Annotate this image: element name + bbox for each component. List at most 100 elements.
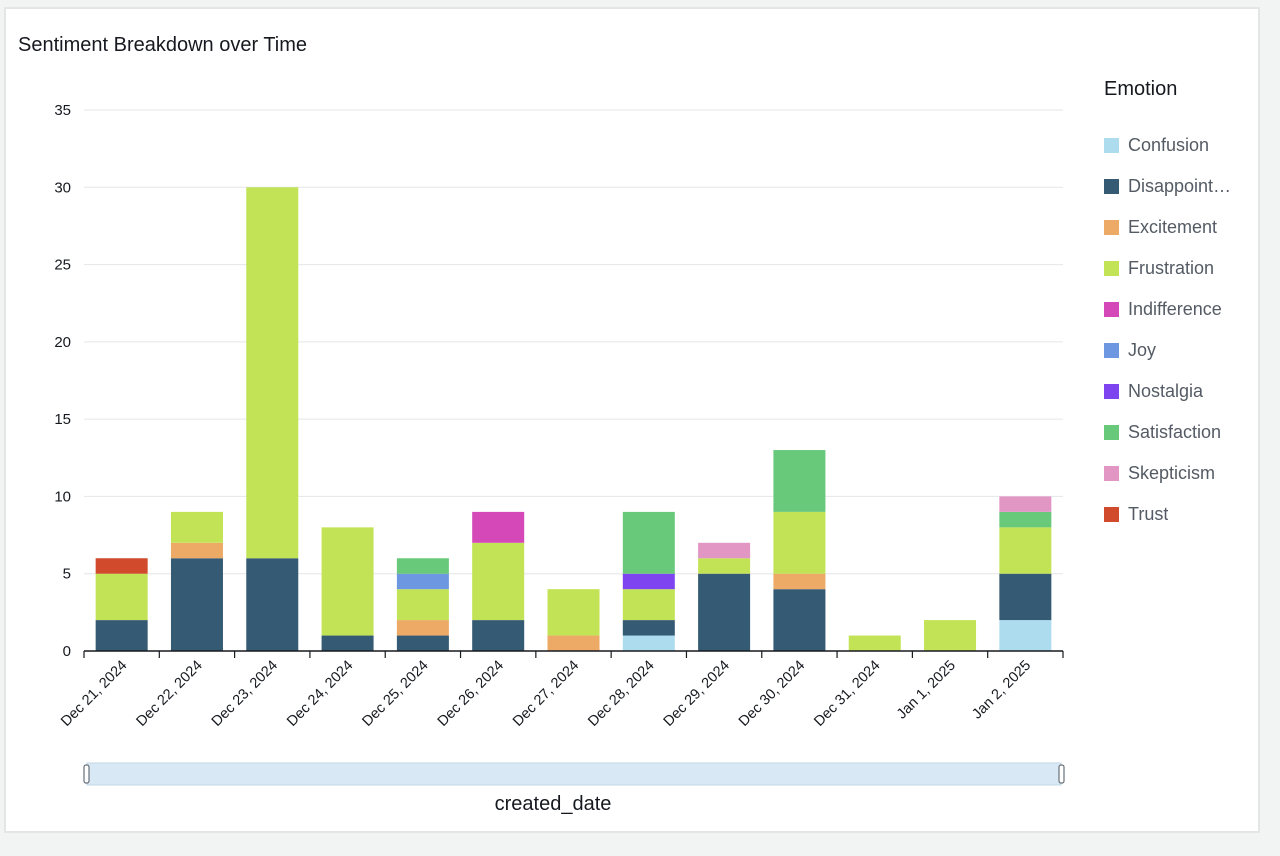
scrollbar-right-handle[interactable] — [1058, 764, 1065, 784]
legend-item-excitement[interactable]: Excitement — [1104, 207, 1254, 248]
x-tick-label: Dec 29, 2024 — [661, 658, 733, 730]
legend-swatch — [1104, 384, 1119, 399]
legend-item-disappoint[interactable]: Disappoint… — [1104, 166, 1254, 207]
x-tick-label: Dec 27, 2024 — [510, 658, 582, 730]
bar-segment — [396, 635, 449, 651]
x-axis: Dec 21, 2024 Dec 22, 2024 Dec 23, 2024 Dec … — [58, 650, 1064, 730]
legend-item-trust[interactable]: Trust — [1104, 494, 1254, 535]
bar-segment — [472, 542, 525, 621]
legend: Emotion Confusion Disappoint… Excitement Fr… — [1104, 78, 1254, 535]
bar-segment — [999, 496, 1052, 512]
bars — [95, 187, 1052, 651]
bar-segment — [999, 527, 1052, 574]
bar-segment — [472, 511, 525, 543]
legend-item-nostalgia[interactable]: Nostalgia — [1104, 371, 1254, 412]
legend-swatch — [1104, 466, 1119, 481]
bar-segment — [773, 450, 826, 512]
legend-swatch — [1104, 138, 1119, 153]
x-tick-label: Dec 24, 2024 — [284, 658, 356, 730]
x-tick-label: Dec 23, 2024 — [209, 658, 281, 730]
x-tick-label: Dec 25, 2024 — [359, 658, 431, 730]
bar-segment — [622, 635, 675, 651]
bar-segment — [170, 511, 223, 543]
legend-label: Indifference — [1128, 299, 1222, 319]
bar-segment — [396, 620, 449, 636]
bar-segment — [547, 589, 600, 636]
bar-segment — [999, 511, 1052, 528]
x-tick-label: Dec 22, 2024 — [133, 658, 205, 730]
legend-label: Disappoint… — [1128, 176, 1232, 196]
legend-swatch — [1104, 179, 1119, 194]
grid-lines — [84, 109, 1063, 575]
bar-segment — [472, 620, 525, 651]
x-tick-label: Jan 1, 2025 — [894, 658, 959, 723]
bar-segment — [95, 620, 148, 651]
x-tick-label: Dec 31, 2024 — [811, 658, 883, 730]
legend-swatch — [1104, 220, 1119, 235]
bar-segment — [170, 542, 223, 559]
y-tick-label: 30 — [54, 179, 71, 196]
legend-item-satisfaction[interactable]: Satisfaction — [1104, 412, 1254, 453]
bar-segment — [698, 542, 751, 559]
bar-segment — [170, 558, 223, 651]
chart-title: Sentiment Breakdown over Time — [18, 34, 308, 56]
chart-card — [4, 7, 1260, 833]
legend-item-confusion[interactable]: Confusion — [1104, 125, 1254, 166]
bar-segment — [95, 573, 148, 621]
bar-segment — [246, 558, 299, 651]
bar-segment — [924, 620, 977, 651]
y-tick-label: 10 — [54, 488, 71, 505]
bar-segment — [321, 635, 374, 651]
legend-item-frustration[interactable]: Frustration — [1104, 248, 1254, 289]
x-axis-label: created_date — [494, 793, 612, 815]
bar-segment — [547, 635, 600, 651]
bar-segment — [773, 589, 826, 651]
x-tick-label: Dec 21, 2024 — [58, 658, 130, 730]
legend-label: Trust — [1128, 504, 1169, 524]
y-tick-label: 15 — [54, 411, 71, 428]
legend-label: Joy — [1128, 340, 1157, 360]
legend-swatch — [1104, 343, 1119, 358]
y-tick-label: 20 — [54, 334, 71, 351]
bar-segment — [773, 573, 826, 590]
bar-segment — [999, 573, 1052, 621]
bar-segment — [999, 620, 1052, 651]
bar-segment — [698, 558, 751, 574]
legend-title: Emotion — [1104, 78, 1178, 100]
bar-segment — [622, 589, 675, 621]
bar-segment — [698, 573, 751, 651]
scrollbar-track[interactable] — [86, 762, 1062, 786]
scrollbar-left-handle[interactable] — [83, 764, 90, 784]
y-tick-label: 5 — [63, 566, 71, 583]
bar-segment — [622, 511, 675, 574]
bar-segment — [396, 558, 449, 574]
x-tick-label: Dec 26, 2024 — [435, 658, 507, 730]
y-tick-label: 0 — [63, 643, 71, 660]
y-tick-label: 25 — [54, 257, 71, 274]
legend-swatch — [1104, 507, 1119, 522]
legend-swatch — [1104, 261, 1119, 276]
bar-segment — [95, 558, 148, 574]
legend-items: Confusion Disappoint… Excitement Frustratio… — [1104, 125, 1254, 535]
legend-swatch — [1104, 425, 1119, 440]
y-axis-ticks: 0 5 10 15 20 25 30 35 — [54, 102, 71, 660]
legend-swatch — [1104, 302, 1119, 317]
legend-label: Excitement — [1128, 217, 1218, 237]
legend-label: Skepticism — [1128, 463, 1216, 483]
range-scrollbar[interactable] — [83, 762, 1065, 786]
x-tick-label: Dec 30, 2024 — [736, 658, 808, 730]
legend-label: Satisfaction — [1128, 422, 1222, 442]
legend-item-skepticism[interactable]: Skepticism — [1104, 453, 1254, 494]
x-tick-label: Dec 28, 2024 — [585, 658, 657, 730]
bar-segment — [396, 589, 449, 621]
bar-segment — [246, 187, 299, 559]
legend-item-joy[interactable]: Joy — [1104, 330, 1254, 371]
legend-item-indifference[interactable]: Indifference — [1104, 289, 1254, 330]
y-tick-label: 35 — [54, 102, 71, 119]
bar-segment — [396, 573, 449, 590]
legend-label: Nostalgia — [1128, 381, 1204, 401]
legend-label: Confusion — [1128, 135, 1210, 155]
legend-label: Frustration — [1128, 258, 1215, 278]
bar-segment — [321, 527, 374, 636]
